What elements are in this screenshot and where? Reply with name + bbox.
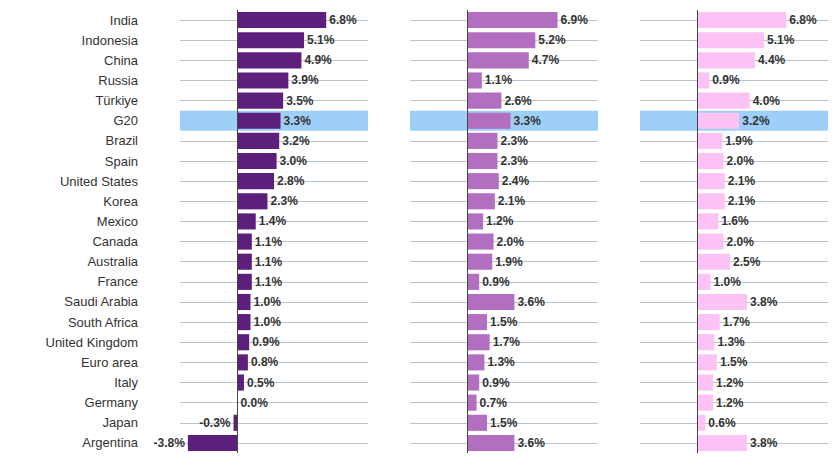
svg-text:Türkiye: Türkiye xyxy=(95,93,138,108)
svg-text:3.6%: 3.6% xyxy=(517,436,545,450)
svg-text:2.0%: 2.0% xyxy=(727,235,755,249)
svg-text:1.5%: 1.5% xyxy=(490,315,518,329)
svg-text:0.0%: 0.0% xyxy=(240,396,268,410)
svg-text:3.0%: 3.0% xyxy=(280,154,308,168)
svg-text:0.5%: 0.5% xyxy=(247,376,275,390)
svg-text:2.6%: 2.6% xyxy=(504,94,532,108)
svg-text:0.6%: 0.6% xyxy=(708,416,736,430)
svg-text:1.2%: 1.2% xyxy=(486,214,514,228)
svg-text:5.1%: 5.1% xyxy=(307,33,335,47)
svg-text:2.1%: 2.1% xyxy=(728,174,756,188)
svg-text:Germany: Germany xyxy=(85,395,139,410)
svg-text:1.5%: 1.5% xyxy=(490,416,518,430)
svg-text:1.2%: 1.2% xyxy=(716,396,744,410)
svg-text:3.2%: 3.2% xyxy=(742,114,770,128)
svg-text:1.0%: 1.0% xyxy=(254,295,282,309)
svg-text:0.9%: 0.9% xyxy=(252,335,280,349)
svg-text:Saudi Arabia: Saudi Arabia xyxy=(64,294,138,309)
svg-text:Japan: Japan xyxy=(103,415,138,430)
svg-text:France: France xyxy=(98,274,138,289)
svg-text:2.0%: 2.0% xyxy=(497,235,525,249)
svg-text:India: India xyxy=(110,13,139,28)
svg-text:0.8%: 0.8% xyxy=(251,355,279,369)
svg-text:6.8%: 6.8% xyxy=(329,13,357,27)
svg-text:0.9%: 0.9% xyxy=(482,275,510,289)
svg-text:2.5%: 2.5% xyxy=(733,255,761,269)
svg-text:Australia: Australia xyxy=(87,254,138,269)
svg-text:4.0%: 4.0% xyxy=(753,94,781,108)
svg-text:1.9%: 1.9% xyxy=(725,134,753,148)
svg-text:4.7%: 4.7% xyxy=(532,53,560,67)
svg-text:1.7%: 1.7% xyxy=(723,315,751,329)
svg-text:3.8%: 3.8% xyxy=(750,295,778,309)
svg-text:Indonesia: Indonesia xyxy=(82,33,139,48)
svg-text:South Africa: South Africa xyxy=(68,315,139,330)
svg-text:4.4%: 4.4% xyxy=(758,53,786,67)
svg-text:2.3%: 2.3% xyxy=(500,134,528,148)
svg-text:Euro area: Euro area xyxy=(81,355,139,370)
svg-text:3.5%: 3.5% xyxy=(286,94,314,108)
svg-text:1.0%: 1.0% xyxy=(254,315,282,329)
svg-text:1.9%: 1.9% xyxy=(495,255,523,269)
svg-text:1.1%: 1.1% xyxy=(255,235,283,249)
svg-text:2.8%: 2.8% xyxy=(277,174,305,188)
svg-text:2.0%: 2.0% xyxy=(727,154,755,168)
svg-text:0.9%: 0.9% xyxy=(482,376,510,390)
svg-text:United Kingdom: United Kingdom xyxy=(46,335,139,350)
svg-text:United States: United States xyxy=(60,174,139,189)
svg-text:3.3%: 3.3% xyxy=(514,114,542,128)
svg-text:5.2%: 5.2% xyxy=(538,33,566,47)
svg-text:1.5%: 1.5% xyxy=(720,355,748,369)
svg-text:1.1%: 1.1% xyxy=(255,255,283,269)
svg-text:3.6%: 3.6% xyxy=(517,295,545,309)
svg-text:2.3%: 2.3% xyxy=(270,194,298,208)
svg-text:1.0%: 1.0% xyxy=(714,275,742,289)
svg-text:Spain: Spain xyxy=(105,154,138,169)
svg-text:1.6%: 1.6% xyxy=(721,214,749,228)
svg-text:1.7%: 1.7% xyxy=(493,335,521,349)
svg-text:6.9%: 6.9% xyxy=(561,13,589,27)
svg-text:3.8%: 3.8% xyxy=(750,436,778,450)
svg-text:China: China xyxy=(104,53,139,68)
svg-text:3.3%: 3.3% xyxy=(284,114,312,128)
svg-text:1.3%: 1.3% xyxy=(487,355,515,369)
svg-text:0.9%: 0.9% xyxy=(712,73,740,87)
svg-text:G20: G20 xyxy=(113,113,138,128)
svg-text:2.1%: 2.1% xyxy=(498,194,526,208)
svg-text:4.9%: 4.9% xyxy=(304,53,332,67)
svg-text:1.1%: 1.1% xyxy=(485,73,513,87)
svg-text:Italy: Italy xyxy=(114,375,138,390)
svg-text:1.1%: 1.1% xyxy=(255,275,283,289)
svg-text:1.4%: 1.4% xyxy=(259,214,287,228)
svg-text:1.3%: 1.3% xyxy=(717,335,745,349)
svg-text:Korea: Korea xyxy=(103,194,138,209)
svg-text:-0.3%: -0.3% xyxy=(199,416,231,430)
svg-text:2.3%: 2.3% xyxy=(500,154,528,168)
svg-text:6.8%: 6.8% xyxy=(789,13,817,27)
svg-text:Argentina: Argentina xyxy=(82,435,138,450)
svg-text:5.1%: 5.1% xyxy=(767,33,795,47)
svg-text:-3.8%: -3.8% xyxy=(153,436,185,450)
svg-text:3.9%: 3.9% xyxy=(291,73,319,87)
svg-text:Canada: Canada xyxy=(92,234,138,249)
svg-text:3.2%: 3.2% xyxy=(282,134,310,148)
svg-text:Russia: Russia xyxy=(98,73,139,88)
svg-text:2.4%: 2.4% xyxy=(502,174,530,188)
svg-text:1.2%: 1.2% xyxy=(716,376,744,390)
svg-text:Brazil: Brazil xyxy=(105,133,138,148)
svg-text:Mexico: Mexico xyxy=(97,214,138,229)
svg-text:0.7%: 0.7% xyxy=(480,396,508,410)
svg-text:2.1%: 2.1% xyxy=(728,194,756,208)
